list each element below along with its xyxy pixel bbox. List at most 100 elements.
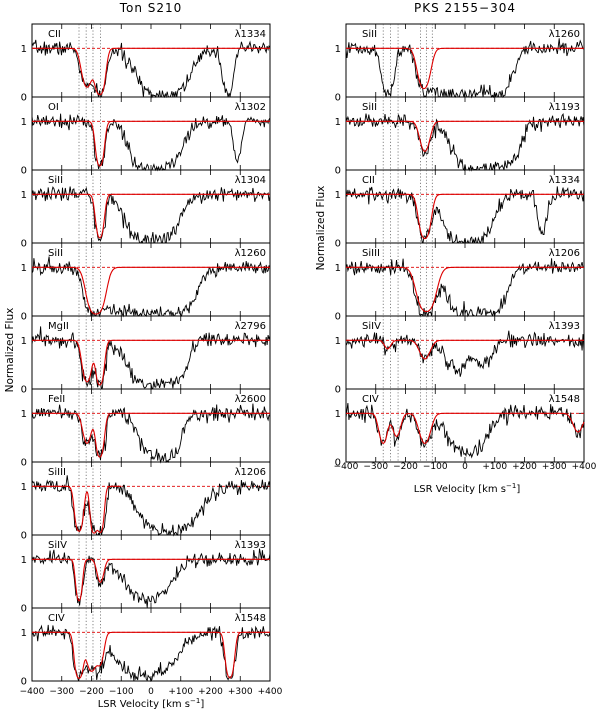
flux-spectrum bbox=[345, 38, 585, 99]
y-tick-label: 1 bbox=[21, 482, 27, 493]
line-wavelength-label: λ2796 bbox=[235, 321, 266, 332]
y-tick-label: 0 bbox=[335, 93, 341, 104]
y-tick-label: 0 bbox=[335, 385, 341, 396]
ion-label: MgII bbox=[48, 321, 69, 332]
line-wavelength-label: λ1302 bbox=[235, 102, 266, 113]
line-wavelength-label: λ1304 bbox=[235, 175, 266, 186]
flux-spectrum bbox=[31, 548, 271, 608]
y-tick-label: 0 bbox=[335, 312, 341, 323]
spectrum-panel: 0 1 CII λ1334 bbox=[335, 169, 585, 250]
ion-label: SiIII bbox=[48, 467, 66, 478]
spectrum-panel: 0 1 FeII λ2600 bbox=[21, 388, 271, 469]
model-fit-profile bbox=[32, 339, 270, 386]
x-tick-label: 0 bbox=[462, 462, 468, 472]
line-wavelength-label: λ1334 bbox=[549, 175, 580, 186]
y-tick-label: 0 bbox=[335, 458, 341, 469]
spectrum-panel: 0 1 SiIII λ1206 bbox=[21, 461, 271, 542]
y-tick-label: 0 bbox=[21, 531, 27, 542]
y-tick-label: 1 bbox=[21, 409, 27, 420]
y-tick-label: 1 bbox=[21, 628, 27, 639]
y-axis-label-right: Normalized Flux bbox=[315, 186, 327, 271]
model-fit-profile bbox=[32, 47, 270, 96]
y-tick-label: 0 bbox=[335, 239, 341, 250]
y-tick-label: 0 bbox=[21, 312, 27, 323]
ion-label: SiII bbox=[362, 29, 377, 40]
y-tick-label: 1 bbox=[335, 263, 341, 274]
y-tick-label: 1 bbox=[335, 409, 341, 420]
ion-label: SiIV bbox=[48, 540, 67, 551]
spectrum-panel: 0 1 SiII λ1304 bbox=[21, 169, 271, 250]
x-axis-label-left: LSR Velocity [km s−1] bbox=[98, 697, 205, 710]
ion-label: SiIII bbox=[362, 248, 380, 259]
y-tick-label: 1 bbox=[335, 336, 341, 347]
chart-title-ton-s210: Ton S210 bbox=[119, 1, 183, 15]
spectrum-panel: 0 1 SiII λ1260 bbox=[21, 242, 271, 323]
y-tick-label: 0 bbox=[21, 93, 27, 104]
x-tick-label: +200 bbox=[512, 462, 537, 472]
flux-spectrum bbox=[345, 402, 585, 459]
ion-label: SiII bbox=[48, 248, 63, 259]
ion-label: CII bbox=[48, 29, 61, 40]
y-tick-label: 0 bbox=[21, 677, 27, 688]
x-tick-label: −300 bbox=[49, 687, 74, 697]
spectrum-panel: 0 1 SiIV λ1393 bbox=[21, 534, 271, 615]
ion-label: SiIV bbox=[362, 321, 381, 332]
line-wavelength-label: λ1548 bbox=[235, 613, 266, 624]
y-tick-label: 0 bbox=[335, 166, 341, 177]
chart-pks-2155: 0 1 SiII λ1260 0 1 SiII λ1193 0 1 CII λ1334 0 1 SiIII λ… bbox=[334, 23, 597, 472]
spectrum-panel: 0 1 SiII λ1260 bbox=[335, 23, 585, 104]
x-tick-label: +300 bbox=[228, 687, 253, 697]
y-tick-label: 0 bbox=[21, 166, 27, 177]
flux-spectrum bbox=[345, 330, 585, 377]
line-wavelength-label: λ1206 bbox=[235, 467, 266, 478]
y-tick-label: 1 bbox=[335, 190, 341, 201]
y-tick-label: 1 bbox=[21, 44, 27, 55]
model-fit-profile bbox=[32, 485, 122, 534]
chart-title-pks-2155: PKS 2155−304 bbox=[414, 1, 516, 15]
ion-label: CII bbox=[362, 175, 375, 186]
x-tick-label: −200 bbox=[79, 687, 104, 697]
model-fit-profile bbox=[32, 193, 270, 239]
line-wavelength-label: λ1260 bbox=[235, 248, 266, 259]
flux-spectrum bbox=[31, 326, 271, 390]
ion-label: CIV bbox=[362, 394, 379, 405]
flux-spectrum bbox=[345, 113, 585, 172]
x-tick-label: +100 bbox=[168, 687, 193, 697]
flux-spectrum bbox=[31, 475, 271, 537]
spectrum-panel: 0 1 OI λ1302 bbox=[21, 96, 271, 177]
ion-label: CIV bbox=[48, 613, 65, 624]
model-fit-profile bbox=[32, 631, 270, 679]
x-tick-label: +400 bbox=[572, 462, 597, 472]
y-tick-label: 0 bbox=[21, 458, 27, 469]
ion-label: SiII bbox=[48, 175, 63, 186]
ion-label: FeII bbox=[48, 394, 65, 405]
y-tick-label: 0 bbox=[21, 385, 27, 396]
x-tick-label: +300 bbox=[542, 462, 567, 472]
flux-spectrum bbox=[31, 403, 271, 464]
chart-ton-s210: 0 1 CII λ1334 0 1 OI λ1302 0 1 SiII λ1304 0 1 SiII λ126… bbox=[20, 23, 283, 697]
spectrum-panel: 0 1 MgII λ2796 bbox=[21, 315, 271, 396]
x-tick-label: −100 bbox=[109, 687, 134, 697]
model-fit-profile bbox=[346, 193, 584, 240]
spectrum-panel: 0 1 CII λ1334 bbox=[21, 23, 271, 104]
flux-spectrum bbox=[31, 256, 271, 318]
x-tick-label: +200 bbox=[198, 687, 223, 697]
x-tick-label: −400 bbox=[334, 462, 359, 472]
model-fit-profile bbox=[32, 120, 270, 167]
x-tick-label: +100 bbox=[482, 462, 507, 472]
x-tick-label: −300 bbox=[363, 462, 388, 472]
line-wavelength-label: λ1548 bbox=[549, 394, 580, 405]
model-fit-profile bbox=[346, 412, 585, 444]
y-tick-label: 1 bbox=[21, 555, 27, 566]
line-wavelength-label: λ2600 bbox=[235, 394, 266, 405]
model-fit-profile bbox=[346, 47, 584, 90]
model-fit-profile bbox=[346, 266, 584, 313]
line-wavelength-label: λ1206 bbox=[549, 248, 580, 259]
y-tick-label: 1 bbox=[21, 336, 27, 347]
x-tick-label: +400 bbox=[258, 687, 283, 697]
y-tick-label: 1 bbox=[335, 44, 341, 55]
y-tick-label: 1 bbox=[21, 263, 27, 274]
model-fit-profile bbox=[346, 339, 584, 360]
y-tick-label: 1 bbox=[21, 117, 27, 128]
